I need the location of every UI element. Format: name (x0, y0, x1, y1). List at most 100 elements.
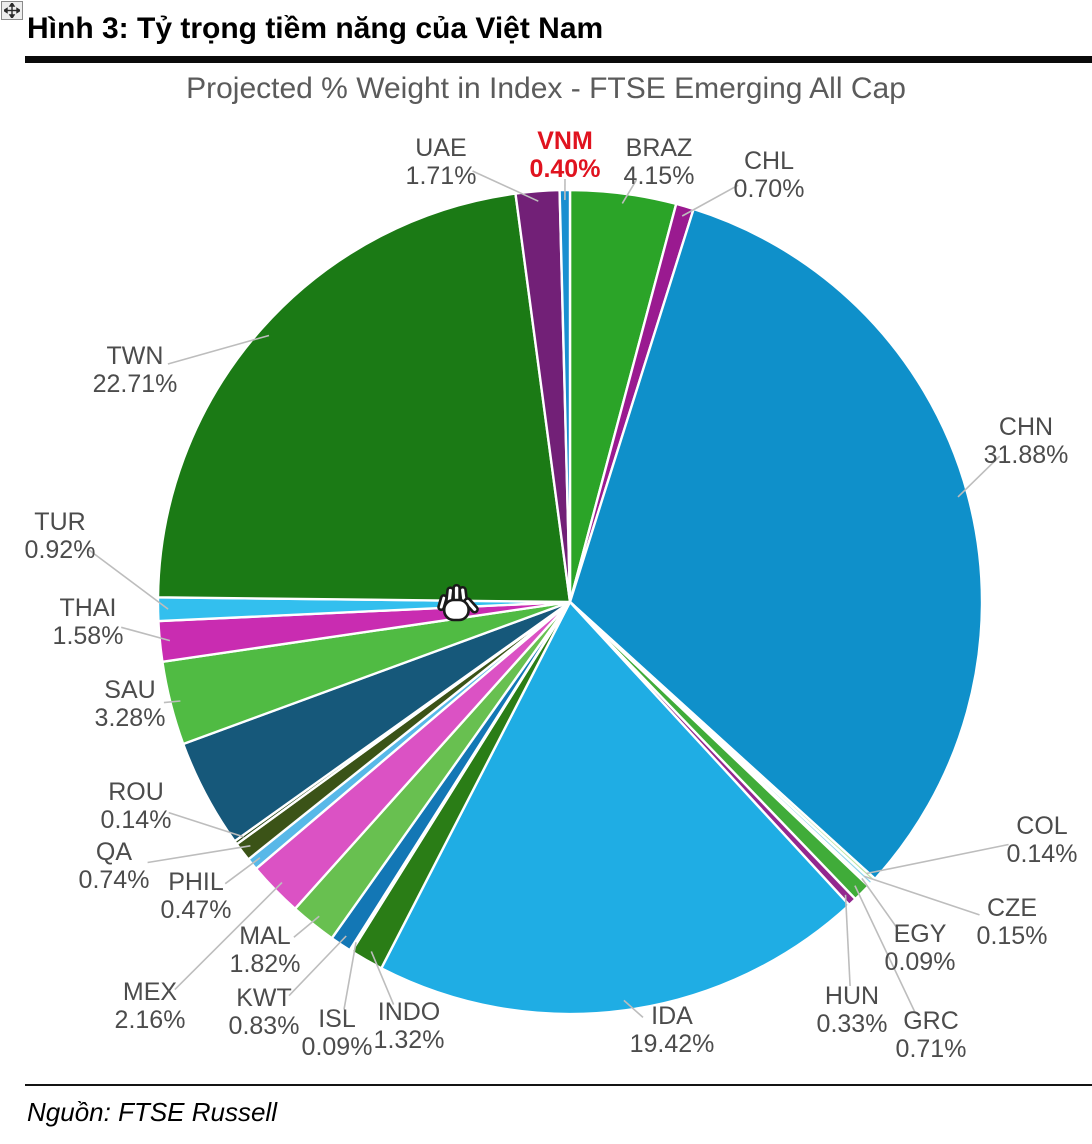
leader-line-PHIL (224, 857, 261, 885)
slice-label-name: CZE (986, 894, 1037, 922)
leader-line-COL (866, 843, 1009, 875)
leader-line-ISL (343, 942, 357, 1010)
slice-label-name: PHIL (168, 868, 224, 896)
figure-caption: Hình 3: Tỷ trọng tiềm năng của Việt Nam (27, 12, 604, 45)
slice-label-ISL: ISL 0.09% (302, 1005, 373, 1061)
leader-line-QA (147, 845, 251, 864)
slice-label-value: 0.71% (895, 1035, 967, 1063)
source-rule (25, 1084, 1092, 1086)
slice-label-name: CHN (998, 413, 1054, 441)
slice-label-name: INDO (377, 998, 441, 1026)
slice-label-value: 1.58% (52, 622, 124, 650)
slice-label-BRAZ: BRAZ 4.15% (624, 134, 695, 190)
slice-label-value: 3.28% (94, 704, 166, 732)
slice-label-value: 1.32% (373, 1026, 445, 1054)
slice-label-value: 0.14% (100, 806, 172, 834)
slice-label-EGY: EGY 0.09% (885, 920, 956, 976)
slice-label-value: 0.74% (78, 866, 150, 894)
slice-label-name: ISL (318, 1005, 356, 1033)
slice-label-name: CHL (743, 147, 795, 175)
slice-label-value: 22.71% (92, 370, 178, 398)
leader-line-IDA (623, 999, 644, 1018)
slice-label-value: 31.88% (983, 441, 1069, 469)
slice-label-value: 0.33% (816, 1010, 888, 1038)
leader-line-GRC (854, 885, 917, 1014)
pie-slice-IDA (379, 599, 851, 1016)
slice-label-PHIL: PHIL 0.47% (161, 868, 232, 924)
slice-label-COL: COL 0.14% (1007, 812, 1078, 868)
slice-label-value: 2.16% (114, 1006, 186, 1034)
leader-line-BRAZ (621, 179, 638, 204)
slice-label-UAE: UAE 1.71% (406, 134, 477, 190)
caption-rule (25, 56, 1092, 63)
slice-label-name: MAL (239, 922, 291, 950)
leader-line-INDO (370, 951, 395, 1005)
leader-line-KWT (288, 935, 347, 997)
pie-slice-CHN (568, 207, 984, 881)
leader-line-TUR (87, 548, 169, 610)
chart-title: Projected % Weight in Index - FTSE Emerg… (186, 72, 906, 105)
leader-line-ROU (168, 811, 244, 838)
slice-label-VNM: VNM 0.40% (530, 127, 601, 183)
slice-label-name: ROU (108, 778, 164, 806)
slice-label-name: TUR (34, 508, 86, 536)
slice-label-value: 0.70% (733, 175, 805, 203)
slice-label-name: BRAZ (625, 134, 693, 162)
leader-line-EGY (861, 877, 899, 931)
slice-label-SAU: SAU 3.28% (95, 676, 166, 732)
slice-label-KWT: KWT 0.83% (229, 984, 300, 1040)
slice-label-IDA: IDA 19.42% (630, 1002, 715, 1058)
slice-label-MAL: MAL 1.82% (230, 922, 301, 978)
slice-label-name: HUN (824, 982, 880, 1010)
slice-label-GRC: GRC 0.71% (896, 1007, 967, 1063)
slice-label-name: IDA (651, 1002, 693, 1030)
slice-label-value: 0.92% (24, 536, 96, 564)
leader-line-CHN (957, 455, 1001, 498)
slice-label-CZE: CZE 0.15% (977, 894, 1048, 950)
leader-line-SAU (163, 700, 181, 704)
slice-label-value: 0.09% (884, 948, 956, 976)
slice-label-name: UAE (415, 134, 467, 162)
leader-line-MAL (293, 915, 320, 938)
leader-line-HUN (844, 894, 851, 987)
slice-label-value: 0.40% (529, 155, 601, 183)
slice-label-HUN: HUN 0.33% (817, 982, 888, 1038)
leader-line-UAE (472, 170, 539, 202)
slice-label-name: COL (1016, 812, 1068, 840)
source-text: Nguồn: FTSE Russell (27, 1097, 277, 1127)
slice-label-ROU: ROU 0.14% (101, 778, 172, 834)
slice-label-name: QA (95, 838, 133, 866)
slice-label-value: 0.47% (160, 896, 232, 924)
slice-label-value: 0.14% (1006, 840, 1078, 868)
slice-label-name: EGY (893, 920, 947, 948)
pie-slice-TWN (156, 192, 572, 604)
hand-cursor-icon (437, 583, 479, 622)
slice-label-name: SAU (104, 676, 156, 704)
leader-line-MEX (174, 881, 283, 991)
leader-line-CZE (863, 875, 980, 916)
slice-label-name: TWN (106, 342, 164, 370)
slice-label-name: THAI (59, 594, 117, 622)
slice-label-value: 0.09% (301, 1033, 373, 1061)
slice-label-name: MEX (122, 978, 178, 1006)
move-anchor-icon[interactable] (1, 1, 23, 20)
slice-label-value: 4.15% (623, 162, 695, 190)
slice-label-value: 0.83% (228, 1012, 300, 1040)
slice-label-TUR: TUR 0.92% (25, 508, 96, 564)
slice-label-value: 1.71% (405, 162, 477, 190)
slice-label-value: 1.82% (229, 950, 301, 978)
slice-label-CHN: CHN 31.88% (984, 413, 1069, 469)
slice-label-TWN: TWN 22.71% (93, 342, 178, 398)
slice-label-CHL: CHL 0.70% (734, 147, 805, 203)
leader-line-THAI (120, 626, 171, 642)
slice-label-INDO: INDO 1.32% (374, 998, 445, 1054)
slice-label-name: GRC (903, 1007, 959, 1035)
slice-label-value: 19.42% (629, 1030, 715, 1058)
leader-line-CHL (681, 184, 739, 217)
slice-label-THAI: THAI 1.58% (53, 594, 124, 650)
leader-line-TWN (167, 334, 270, 365)
move-cross-icon (4, 3, 20, 18)
slice-label-MEX: MEX 2.16% (115, 978, 186, 1034)
